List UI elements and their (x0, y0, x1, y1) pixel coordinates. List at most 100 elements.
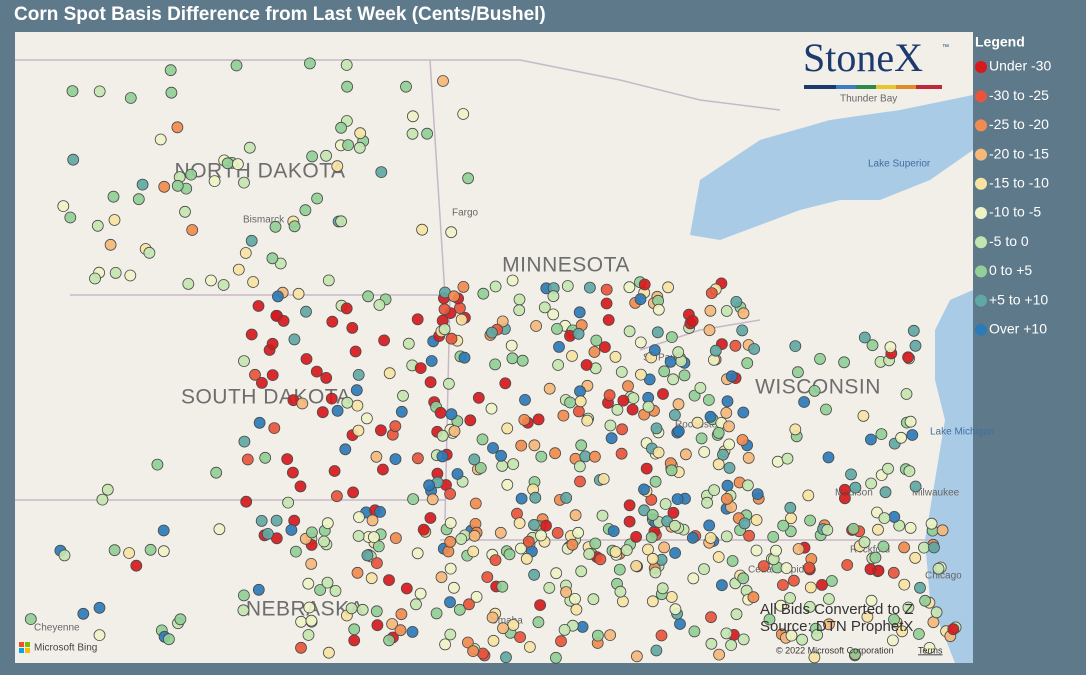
bid-point (501, 478, 514, 491)
bid-point (609, 350, 622, 363)
bid-point (574, 395, 587, 408)
bid-point (164, 64, 177, 77)
bid-point (861, 610, 874, 623)
bid-point (306, 150, 319, 163)
bid-point (698, 446, 711, 458)
city-label: Milwaukee (912, 488, 960, 499)
bid-point (154, 133, 167, 146)
bid-point (691, 416, 704, 429)
state-label: SOUTH DAKOTA (181, 386, 351, 409)
bid-point (573, 306, 586, 319)
bid-point (289, 545, 302, 558)
bid-point (271, 290, 284, 303)
bid-point (91, 219, 104, 232)
bid-point (781, 452, 794, 465)
bid-point (748, 343, 760, 355)
bid-point (238, 355, 250, 368)
bid-point (93, 601, 106, 614)
bid-point (389, 420, 402, 433)
legend-label: Over +10 (989, 321, 1047, 337)
bid-point (370, 450, 383, 463)
bid-point (438, 303, 451, 316)
bid-point (909, 339, 922, 352)
bid-point (268, 422, 281, 435)
bid-point (730, 295, 743, 308)
bid-point (288, 333, 301, 346)
bid-point (104, 238, 117, 251)
bid-point (600, 283, 613, 296)
bid-point (424, 376, 437, 389)
bid-point (721, 492, 733, 505)
bid-point (437, 75, 449, 87)
bid-point (630, 531, 642, 543)
bid-point (686, 314, 699, 327)
bid-point (611, 403, 624, 416)
bid-point (320, 371, 333, 384)
bid-point (532, 616, 545, 629)
bid-point (875, 428, 888, 441)
bid-point (130, 559, 143, 572)
bid-point (266, 337, 279, 350)
bid-point (375, 166, 388, 179)
bid-point (535, 450, 548, 463)
bid-point (712, 458, 725, 471)
bid-point (664, 355, 677, 368)
bid-point (896, 625, 908, 638)
bid-point (590, 334, 603, 347)
bid-point (232, 263, 245, 276)
bid-point (238, 435, 251, 448)
bing-label: Microsoft Bing (34, 643, 97, 654)
bid-point (557, 409, 570, 422)
bid-point (672, 346, 685, 359)
bid-point (370, 605, 383, 618)
bid-point (704, 532, 717, 544)
bid-point (669, 547, 681, 559)
bid-point (522, 535, 535, 548)
bid-point (599, 341, 611, 354)
bid-point (858, 536, 871, 549)
title: Corn Spot Basis Difference from Last Wee… (14, 4, 546, 25)
bid-point (445, 408, 458, 421)
bid-point (411, 547, 424, 560)
bid-point (529, 491, 542, 504)
legend-label: +5 to +10 (989, 291, 1048, 307)
bid-point (652, 446, 665, 459)
bid-point (547, 290, 560, 303)
terms-link[interactable]: Terms (918, 645, 943, 655)
bid-point (640, 462, 653, 475)
bid-point (741, 357, 754, 370)
city-label: Chicago (925, 571, 962, 582)
bid-point (879, 486, 892, 499)
bid-point (705, 637, 718, 650)
bid-point (665, 591, 678, 603)
legend-title: Legend (975, 34, 1025, 50)
legend-swatch (975, 177, 987, 190)
bid-point (607, 525, 620, 537)
bid-point (604, 419, 617, 432)
bid-point (717, 448, 729, 461)
bid-point (665, 464, 678, 477)
bid-point (386, 618, 399, 630)
bid-point (857, 409, 870, 422)
bid-point (878, 512, 891, 524)
bid-point (738, 517, 751, 530)
bid-point (574, 385, 586, 398)
bid-point (865, 477, 877, 490)
bid-point (515, 542, 527, 555)
bid-point (463, 598, 475, 611)
bid-point (302, 577, 315, 590)
bid-point (784, 592, 796, 604)
bid-point (560, 586, 572, 598)
bid-point (93, 85, 106, 98)
bid-point (742, 451, 755, 464)
bid-point (499, 377, 512, 390)
bid-point (516, 354, 529, 367)
bid-point (496, 580, 509, 593)
bid-point (445, 226, 458, 239)
city-label: Bismarck (243, 215, 285, 226)
bid-point (238, 176, 250, 189)
bid-point (171, 121, 184, 134)
bid-point (395, 608, 408, 621)
bid-point (804, 581, 817, 594)
bid-point (698, 563, 710, 575)
